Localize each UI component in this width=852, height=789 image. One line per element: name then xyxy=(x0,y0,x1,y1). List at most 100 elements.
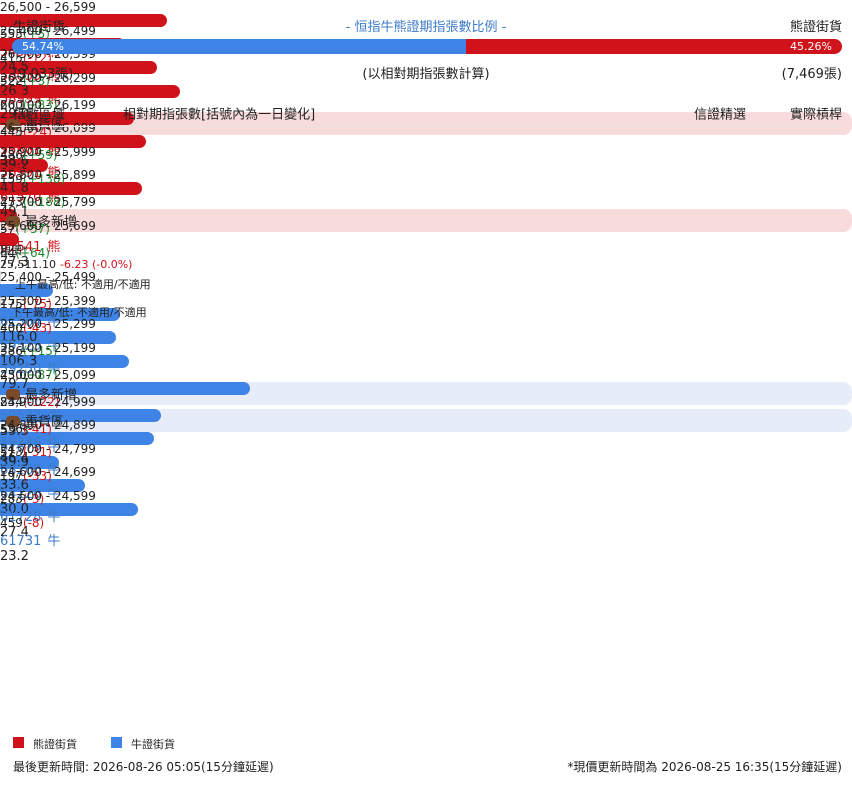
tag-text: 重貨區 xyxy=(25,414,65,430)
code[interactable]: 60749 xyxy=(0,138,42,154)
change: (-41) xyxy=(22,421,52,436)
col: 實際槓桿 xyxy=(789,107,842,123)
change: (+15) xyxy=(22,344,58,358)
value: 197 xyxy=(0,468,23,483)
row: 24,600 - 24,699 283(-3) 61728 牛 27.4 xyxy=(0,465,852,540)
unit: 牛 xyxy=(47,338,61,354)
column-header: 指數區域 相對期指張數[括號內為一日變化] 信證精選 實際槓桿 xyxy=(12,100,842,127)
code-wrap: 67679 牛 xyxy=(0,436,852,455)
code[interactable]: 67679 xyxy=(0,439,42,455)
unit: 牛 xyxy=(47,463,61,478)
change: (-24) xyxy=(22,124,52,139)
range: 24,700 - 24,799 xyxy=(0,441,96,456)
code[interactable]: 58055 xyxy=(0,68,42,84)
legend-label: 牛證街貨 xyxy=(131,738,175,751)
code[interactable]: 58999 xyxy=(0,92,42,107)
range: 26,500 - 26,599 xyxy=(0,0,96,14)
value: 513 xyxy=(0,445,23,459)
tag-text: 最多新增 xyxy=(25,387,78,403)
row: 24,500 - 24,599 459(-8) 61731 牛 23.2 xyxy=(0,488,852,564)
tag: 重貨區 xyxy=(0,111,852,135)
leverage: 39.2 xyxy=(0,157,29,173)
change: (+59) xyxy=(22,148,58,162)
code[interactable]: 61728 xyxy=(0,510,42,525)
bull-header: 牛證街貨 xyxy=(13,20,66,35)
unit: 牛 xyxy=(47,486,61,502)
value-wrap: 175(-75) xyxy=(0,297,852,311)
leverage: 33.6 xyxy=(0,153,29,169)
value-wrap: 445(-24) xyxy=(0,125,852,139)
change: (+83) xyxy=(22,97,58,112)
leverage: 77.3 xyxy=(0,255,29,270)
bull-ratio xyxy=(12,39,467,54)
code[interactable]: 61731 xyxy=(0,533,42,549)
col: 相對期指張數[括號內為一日變化] xyxy=(123,107,316,123)
code-wrap: 55601 熊 xyxy=(0,139,852,158)
bar xyxy=(0,432,154,445)
leverage: 116.0 xyxy=(0,330,38,345)
leverage: 24.5 xyxy=(0,60,29,75)
value-wrap: 64(+64) xyxy=(0,246,852,260)
value-wrap: 57(+57) xyxy=(0,222,852,236)
code-wrap: 58055 熊 xyxy=(0,65,852,84)
range: 25,700 - 25,799 xyxy=(0,195,96,209)
value: 57 xyxy=(0,222,16,236)
code-wrap: 59525 牛 xyxy=(0,335,852,354)
code[interactable]: 64226 xyxy=(0,486,42,502)
row: 26,000 - 26,099 486(+59) 56991 熊 41.8 xyxy=(0,121,852,196)
code[interactable]: 61564 xyxy=(0,315,42,330)
code[interactable]: 61541 xyxy=(0,240,42,255)
code[interactable]: 59525 xyxy=(0,338,42,354)
leverage: 23.2 xyxy=(0,548,29,564)
code[interactable]: 55601 xyxy=(0,142,42,158)
bear-header: 熊證街貨 xyxy=(789,20,842,35)
value-wrap: 473(+188) xyxy=(0,195,852,209)
range: 24,500 - 24,599 xyxy=(0,488,96,503)
leverage: 33.6 xyxy=(0,478,29,493)
code-wrap: 59246 牛 xyxy=(0,432,852,451)
unit: 牛 xyxy=(47,362,61,377)
code[interactable]: 61570 xyxy=(0,189,42,205)
range: 25,300 - 25,399 xyxy=(0,293,96,308)
unit: 牛 xyxy=(47,533,61,549)
change: (-31) xyxy=(22,445,52,459)
row: 25,000 - 25,099 834(-122) 重貨區 59246 牛 46.4 xyxy=(0,368,852,466)
code-wrap: 61570 熊 xyxy=(0,186,852,205)
change: (-3) xyxy=(22,492,45,506)
code[interactable]: 68260 xyxy=(0,463,42,478)
value: 283 xyxy=(0,492,23,506)
row: 25,700 - 25,799 57(+57) 61541 熊 77.3 xyxy=(0,195,852,270)
value: 415 xyxy=(0,50,23,65)
unit: 熊 xyxy=(47,142,61,158)
bar xyxy=(0,14,167,27)
row: 24,700 - 24,799 197(-33) 64226 牛 30.0 xyxy=(0,441,852,517)
leverage: 39.9 xyxy=(0,454,29,470)
row: 24,900 - 24,999 536(-41) 67679 牛 39.9 xyxy=(0,395,852,470)
value: 445 xyxy=(0,124,23,139)
code[interactable]: 56991 xyxy=(0,166,42,181)
code-wrap: 59250 牛 xyxy=(0,358,852,377)
bar xyxy=(0,307,120,321)
col: 信證精選 xyxy=(694,107,747,123)
code-wrap: 60749 熊 xyxy=(0,135,852,154)
price-change: -6.23 (-0.0%) xyxy=(59,258,133,271)
value: 834 xyxy=(0,394,23,409)
code-wrap: 58999 熊 xyxy=(0,88,852,107)
bar xyxy=(0,182,142,195)
code[interactable]: 59250 xyxy=(0,362,42,377)
range: 25,900 - 25,999 xyxy=(0,144,96,159)
value: 486 xyxy=(0,148,23,162)
change: (-43) xyxy=(22,320,52,335)
range: 24,600 - 24,699 xyxy=(0,465,96,479)
row: 25,800 - 25,899 473(+188) 最多新增 xyxy=(0,168,852,232)
code-wrap: 68260 牛 xyxy=(0,459,852,478)
value: 64 xyxy=(0,245,16,260)
tag: 最多新增 xyxy=(0,209,852,232)
leverage: 41.8 xyxy=(0,181,29,196)
row: 25,400 - 25,499 175(-75) 61564 牛 116.0 xyxy=(0,270,852,345)
code[interactable]: 59246 xyxy=(0,435,42,451)
range: 25,600 - 25,699 xyxy=(0,218,96,233)
